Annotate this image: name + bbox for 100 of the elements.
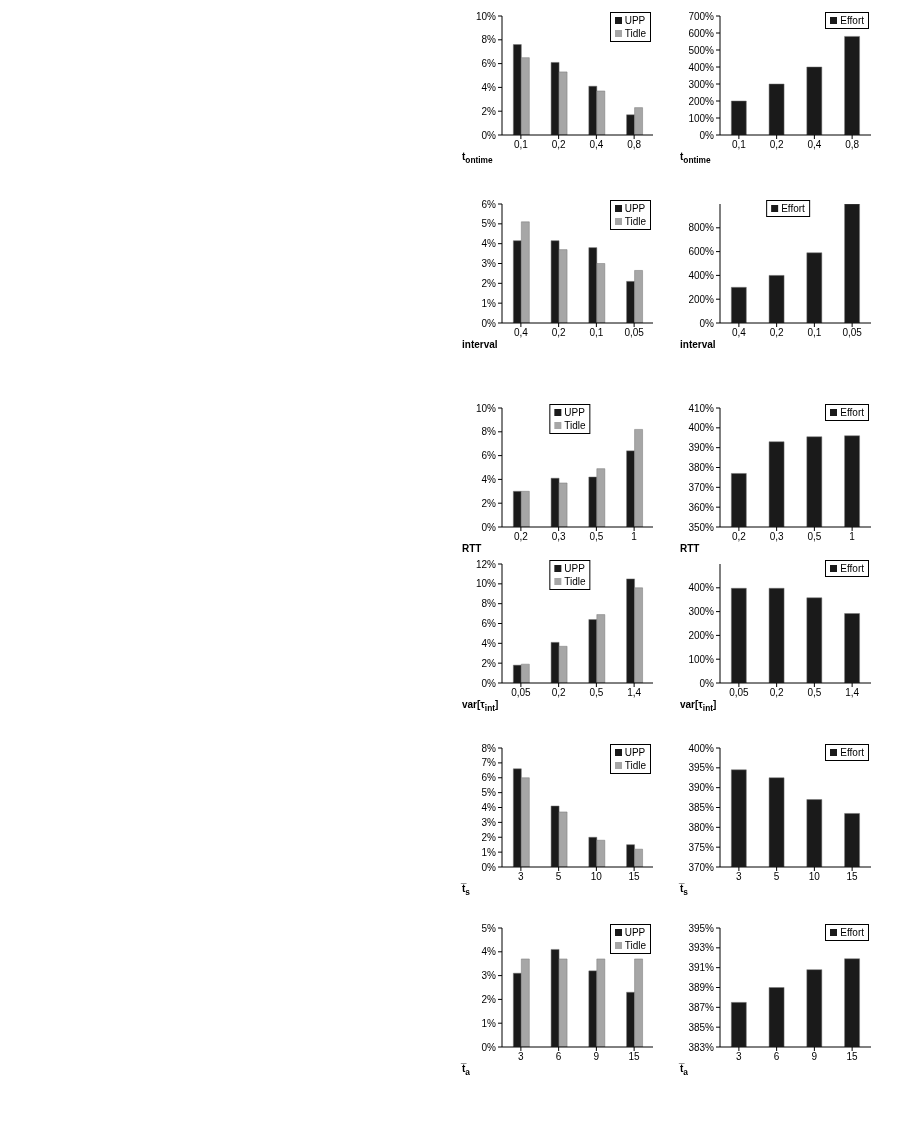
y-tick-label: 389% — [688, 982, 715, 994]
legend-label: UPP — [564, 406, 585, 419]
x-tick-label: 0,2 — [513, 531, 529, 543]
y-tick-label: 0% — [481, 1041, 497, 1053]
legend-label: Tidle — [564, 575, 586, 588]
y-tick-label: 6% — [481, 450, 497, 462]
y-tick-label: 2% — [481, 831, 497, 843]
x-tick-label: 1 — [631, 531, 638, 543]
legend-label: UPP — [564, 562, 585, 575]
bar — [768, 83, 785, 135]
y-tick-label: 3% — [481, 970, 497, 982]
y-tick-label: 400% — [688, 742, 715, 754]
y-tick-label: 8% — [481, 34, 497, 46]
x-tick-label: 9 — [593, 1051, 600, 1063]
x-tick-label: 0,4 — [731, 327, 747, 339]
y-tick-label: 390% — [688, 442, 715, 454]
bar — [844, 613, 860, 683]
x-axis-title: RTT — [680, 543, 700, 554]
y-tick-label: 8% — [481, 426, 497, 438]
y-tick-label: 6% — [481, 58, 497, 70]
y-tick-label: 2% — [481, 277, 497, 289]
y-tick-label: 5% — [481, 922, 497, 934]
y-tick-label: 8% — [481, 742, 497, 754]
x-tick-label: 1,4 — [627, 687, 642, 699]
y-tick-label: 400% — [688, 269, 715, 281]
x-tick-label: 0,4 — [513, 327, 529, 339]
x-tick-label: 0,2 — [731, 531, 747, 543]
y-tick-label: 300% — [688, 78, 715, 90]
legend-label: Effort — [840, 406, 864, 419]
legend-label: Effort — [840, 926, 864, 939]
x-axis-title: interval — [680, 339, 716, 350]
x-axis-title: t̅$_{a}$ — [680, 1063, 688, 1077]
x-tick-label: 15 — [846, 871, 859, 883]
bar — [731, 100, 747, 135]
x-axis-title: var[τ$_{int}$] — [462, 699, 499, 713]
y-tick-label: 360% — [688, 501, 715, 513]
y-tick-label: 2% — [481, 105, 497, 117]
x-tick-label: 0,4 — [589, 139, 604, 151]
legend-label: Effort — [840, 562, 864, 575]
y-tick-label: 4% — [481, 81, 497, 93]
y-tick-label: 3% — [481, 258, 497, 270]
bar — [806, 252, 823, 323]
bar — [731, 588, 747, 683]
x-tick-label: 5 — [555, 871, 562, 883]
y-tick-label: 600% — [688, 27, 715, 39]
y-tick-label: 2% — [481, 497, 497, 509]
x-tick-label: 15 — [846, 1051, 859, 1063]
x-tick-label: 0,1 — [731, 139, 747, 151]
x-tick-label: 0,2 — [769, 327, 785, 339]
y-tick-label: 0% — [699, 129, 715, 141]
legend-label: UPP — [624, 926, 646, 939]
x-tick-label: 3 — [518, 871, 525, 883]
x-tick-label: 0,8 — [627, 139, 642, 151]
y-tick-label: 7% — [481, 757, 497, 769]
y-tick-label: 12% — [475, 558, 497, 570]
x-tick-label: 0,5 — [807, 687, 822, 699]
y-tick-label: 2% — [481, 657, 497, 669]
x-tick-label: 15 — [628, 871, 641, 883]
x-tick-label: 0,4 — [807, 139, 822, 151]
legend-label: UPP — [624, 14, 646, 27]
x-tick-label: 6 — [773, 1051, 780, 1063]
x-tick-label: 0,8 — [845, 139, 860, 151]
y-tick-label: 385% — [688, 1021, 715, 1033]
y-tick-label: 6% — [481, 198, 497, 210]
y-tick-label: 200% — [688, 293, 715, 305]
y-tick-label: 500% — [688, 44, 715, 56]
legend-label: Tidle — [624, 215, 646, 228]
y-tick-label: 600% — [688, 246, 715, 258]
legend-label: Tidle — [624, 939, 646, 952]
bar — [806, 66, 823, 135]
x-tick-label: 0,5 — [589, 687, 604, 699]
x-tick-label: 6 — [555, 1051, 562, 1063]
x-tick-label: 3 — [736, 1051, 743, 1063]
x-tick-label: 0,1 — [807, 327, 822, 339]
bar — [806, 597, 823, 683]
legend-label: UPP — [624, 746, 646, 759]
x-tick-label: 1,4 — [845, 687, 860, 699]
x-axis-title: t̅$_{s}$ — [462, 883, 470, 897]
x-tick-label: 0,2 — [769, 139, 785, 151]
x-tick-label: 0,05 — [729, 687, 750, 699]
y-tick-label: 1% — [481, 297, 497, 309]
y-tick-label: 0% — [481, 317, 497, 329]
y-tick-label: 383% — [688, 1041, 715, 1053]
y-tick-label: 400% — [688, 582, 715, 594]
legend-label: Effort — [781, 202, 805, 215]
x-tick-label: 0,05 — [842, 327, 863, 339]
legend-label: Tidle — [624, 759, 646, 772]
legend-label: Effort — [840, 14, 864, 27]
y-tick-label: 300% — [688, 606, 715, 618]
y-tick-label: 390% — [688, 782, 715, 794]
y-tick-label: 0% — [699, 677, 715, 689]
y-tick-label: 350% — [688, 521, 715, 533]
y-tick-label: 100% — [688, 112, 715, 124]
x-tick-label: 0,5 — [807, 531, 822, 543]
x-tick-label: 0,2 — [551, 327, 567, 339]
y-tick-label: 2% — [481, 993, 497, 1005]
y-tick-label: 4% — [481, 238, 497, 250]
x-tick-label: 1 — [849, 531, 856, 543]
x-axis-title: RTT — [462, 543, 482, 554]
x-axis-title: interval — [462, 339, 498, 350]
